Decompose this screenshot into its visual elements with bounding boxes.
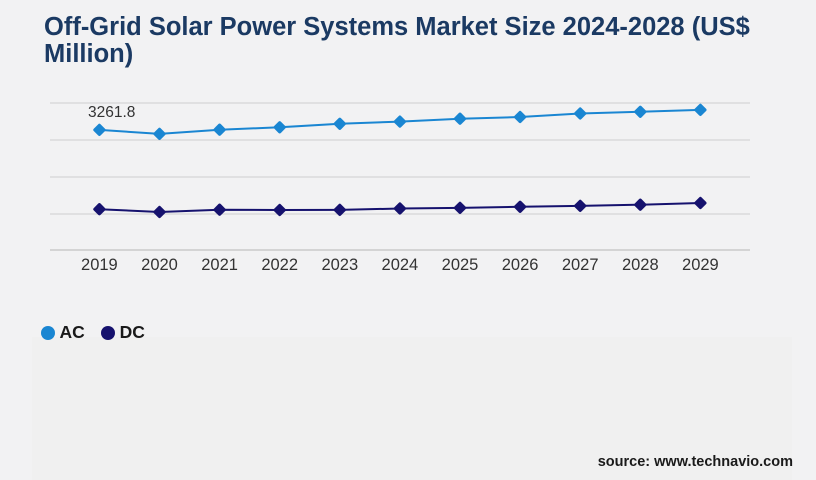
svg-text:2026: 2026 [502, 256, 539, 274]
svg-text:2020: 2020 [141, 256, 178, 274]
svg-text:2024: 2024 [382, 256, 419, 274]
svg-text:2022: 2022 [261, 256, 298, 274]
svg-text:2028: 2028 [622, 256, 659, 274]
svg-text:2019: 2019 [81, 256, 118, 274]
svg-text:3261.8: 3261.8 [88, 104, 135, 121]
svg-text:2021: 2021 [201, 256, 238, 274]
svg-text:2023: 2023 [321, 256, 358, 274]
svg-text:2027: 2027 [562, 256, 599, 274]
svg-text:2025: 2025 [442, 256, 479, 274]
svg-text:2029: 2029 [682, 256, 719, 274]
